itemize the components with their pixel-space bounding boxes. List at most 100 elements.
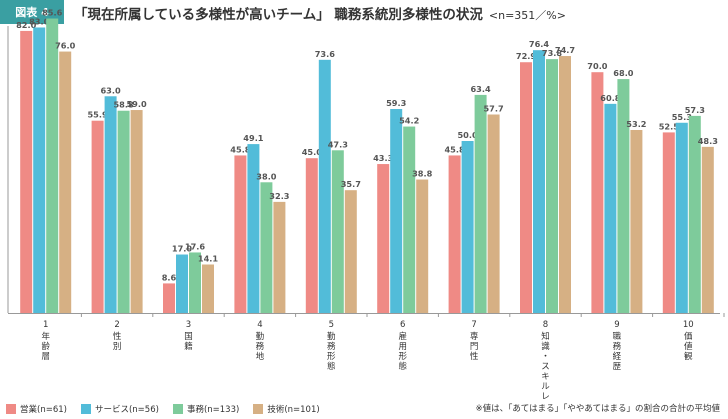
data-label: 72.9 [516, 51, 537, 61]
bar-service [247, 144, 260, 313]
data-label: 59.3 [386, 98, 407, 108]
category-number: 3 [186, 320, 191, 330]
category-label-char: 地 [256, 351, 265, 362]
legend-swatch [6, 404, 16, 414]
legend: 営業(n=61) サービス(n=56) 事務(n=133) 技術(n=101) [6, 402, 320, 416]
category-label-char: 務 [327, 341, 336, 352]
category-number: 8 [543, 320, 548, 330]
category-number: 9 [614, 320, 619, 330]
data-label: 45.0 [302, 147, 323, 157]
legend-label: 事務(n=133) [186, 405, 240, 415]
category-label-char: 経 [613, 351, 622, 362]
category-number: 7 [471, 320, 476, 330]
data-label: 73.6 [315, 49, 336, 59]
category-label-char: 態 [398, 361, 407, 372]
category-label-char: 齢 [41, 341, 50, 352]
data-label: 45.8 [444, 144, 465, 154]
header: 図表 4 「現在所属している多様性が高いチーム」 職務系統別多様性の状況 <n=3… [0, 0, 728, 24]
legend-item-tech: 技術(n=101) [253, 403, 320, 415]
category-number: 10 [683, 320, 694, 330]
data-label: 43.3 [373, 153, 394, 163]
legend-swatch [172, 404, 183, 414]
category-label-char: 性 [113, 331, 122, 342]
data-label: 50.0 [457, 130, 478, 140]
data-label: 74.7 [555, 45, 576, 55]
bar-tech [630, 129, 643, 313]
bar-sales [448, 155, 461, 313]
bar-chart: 82.083.085.676.01年齢層55.963.058.859.02性別8… [7, 8, 725, 400]
category-label-char: 務 [256, 341, 265, 352]
data-label: 48.3 [698, 136, 719, 146]
category-label-char: キ [541, 372, 550, 382]
category-label-char: 専 [470, 331, 479, 342]
bar-sales [305, 158, 318, 313]
chart-unit: <n=351／%> [488, 9, 566, 22]
category-label-char: ス [541, 362, 550, 372]
category-label-char: 形 [398, 352, 407, 362]
bar-office [260, 182, 273, 313]
category-label-char: 識 [541, 341, 550, 352]
bar-sales [20, 30, 33, 313]
data-label: 76.4 [529, 39, 550, 49]
data-label: 55.3 [672, 112, 693, 122]
bar-tech [130, 110, 143, 313]
legend-swatch [253, 404, 264, 414]
category-label-char: 歴 [613, 362, 622, 372]
bar-sales [163, 283, 175, 313]
category-label-char: 国 [184, 332, 193, 342]
data-label: 17.0 [172, 244, 193, 254]
legend-item-sales: 営業(n=61) [6, 403, 67, 415]
bar-sales [520, 62, 532, 313]
data-label: 63.4 [470, 84, 491, 94]
data-label: 76.0 [55, 41, 76, 51]
data-label: 14.1 [198, 253, 219, 263]
bar-office [546, 59, 558, 314]
category-label-char: 務 [613, 341, 622, 352]
category-number: 6 [400, 320, 405, 330]
data-label: 70.0 [587, 61, 608, 71]
category-label-char: 雇 [398, 331, 407, 342]
category-number: 5 [329, 320, 334, 330]
data-label: 38.8 [412, 169, 433, 179]
data-label: 68.0 [613, 68, 634, 78]
legend-item-office: 事務(n=133) [172, 403, 240, 415]
bar-service [675, 122, 688, 313]
data-label: 58.8 [113, 100, 134, 110]
category-label-char: 門 [470, 342, 479, 352]
bar-tech [487, 114, 500, 314]
data-label: 57.3 [685, 105, 706, 115]
chart-title-text: 「現在所属している多様性が高いチーム」 職務系統別多様性の状況 [74, 7, 483, 23]
legend-item-service: サービス(n=56) [80, 403, 159, 415]
bar-office [46, 18, 59, 313]
data-label: 52.5 [659, 121, 680, 131]
legend-label: 技術(n=101) [267, 405, 320, 415]
footnote: ※値は、「あてはまる」「ややあてはまる」の割合の合計の平均値 [475, 404, 720, 414]
category-label-char: 価 [684, 331, 693, 342]
data-label: 8.6 [162, 272, 177, 282]
bar-service [604, 103, 617, 314]
category-label-char: 勤 [256, 331, 265, 342]
bar-office [688, 115, 701, 313]
category-label-char: 籍 [184, 341, 193, 352]
data-label: 47.3 [328, 139, 349, 149]
category-label-char: 知 [541, 331, 550, 342]
bar-tech [59, 51, 72, 314]
bar-office [117, 110, 130, 313]
data-label: 83.0 [29, 16, 50, 26]
data-label: 49.1 [243, 133, 264, 143]
category-label-char: 性 [470, 351, 479, 362]
category-number: 2 [114, 320, 119, 330]
category-label-char: 層 [41, 352, 50, 362]
bar-service [390, 109, 403, 314]
bar-sales [377, 164, 390, 313]
bar-office [403, 126, 416, 313]
bar-sales [234, 155, 247, 313]
data-label: 73.8 [542, 48, 563, 58]
bar-sales [91, 120, 104, 313]
data-label: 53.2 [626, 119, 646, 129]
data-label: 38.0 [256, 171, 277, 181]
bar-office [331, 150, 344, 313]
data-label: 35.7 [341, 179, 362, 189]
bar-office [617, 79, 630, 313]
bar-sales [591, 72, 604, 313]
